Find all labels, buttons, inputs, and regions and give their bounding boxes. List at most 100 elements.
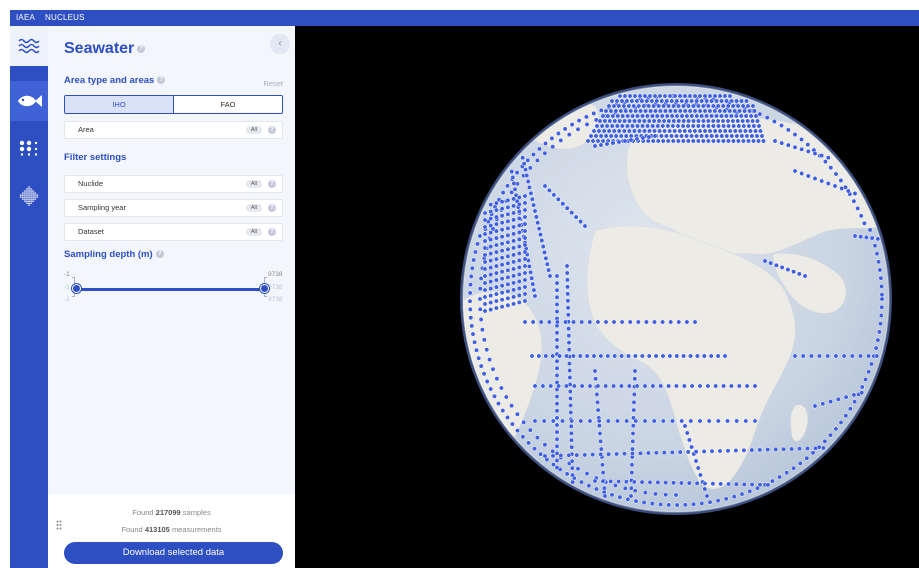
collapse-panel-button[interactable]: ‹ xyxy=(270,34,290,54)
sample-dot xyxy=(516,278,522,284)
sample-dot xyxy=(563,383,569,389)
sample-dot xyxy=(680,138,686,144)
sample-dot xyxy=(628,493,634,499)
sample-dot xyxy=(565,284,570,290)
area-type-fao[interactable]: FAO xyxy=(220,100,236,109)
sample-dot xyxy=(530,281,536,287)
sample-dot xyxy=(482,238,488,244)
sample-dot xyxy=(701,353,707,359)
globe-svg[interactable] xyxy=(295,26,919,568)
sample-dot xyxy=(666,103,672,109)
sample-dot xyxy=(751,123,757,129)
sample-dot xyxy=(618,383,624,389)
reset-link[interactable]: Reset xyxy=(263,79,283,88)
org-label[interactable]: IAEA xyxy=(16,13,36,22)
sample-dot xyxy=(629,123,635,129)
dots-grid-icon[interactable] xyxy=(10,128,48,168)
fish-icon[interactable] xyxy=(10,81,48,121)
help-icon[interactable]: ? xyxy=(268,126,276,134)
drag-handle-icon[interactable] xyxy=(56,520,62,530)
sample-dot xyxy=(863,377,869,382)
sample-dot xyxy=(841,353,847,359)
sample-dot xyxy=(710,118,716,124)
sample-dot xyxy=(660,353,666,359)
sample-dot xyxy=(694,480,700,486)
sample-dot xyxy=(715,418,721,424)
sample-dot xyxy=(627,93,633,99)
sample-dot xyxy=(482,259,488,265)
sample-dot xyxy=(721,123,727,129)
sample-dot xyxy=(667,353,673,359)
area-type-toggle: IHO FAO xyxy=(64,95,283,114)
sample-dot xyxy=(672,108,678,114)
sample-dot xyxy=(669,98,675,104)
help-icon[interactable]: ? xyxy=(268,228,276,236)
sample-dot xyxy=(745,103,751,109)
sample-dot xyxy=(657,128,663,134)
sample-dot xyxy=(481,371,487,377)
help-icon[interactable]: ? xyxy=(268,204,276,212)
sample-dot xyxy=(666,383,672,389)
sample-dot xyxy=(752,383,758,389)
sample-dot xyxy=(655,123,661,129)
help-icon[interactable]: ? xyxy=(155,250,164,259)
sample-dot xyxy=(481,337,487,343)
sample-dot xyxy=(487,357,493,363)
sample-dot xyxy=(765,482,771,488)
help-icon[interactable]: ? xyxy=(157,76,166,85)
measurements-count-text: Found 413105 measurements xyxy=(121,525,222,534)
sample-dot xyxy=(677,128,683,134)
sample-dot xyxy=(720,138,726,144)
sample-dot xyxy=(852,399,858,405)
globe-map[interactable] xyxy=(295,26,919,568)
area-select[interactable]: Area All ? xyxy=(64,121,283,139)
sample-dot xyxy=(622,118,628,124)
sample-dot xyxy=(825,181,831,186)
depth-max-handle[interactable] xyxy=(260,284,269,293)
sample-dot xyxy=(603,383,609,389)
sample-dot xyxy=(516,250,522,256)
sample-dots xyxy=(467,93,885,508)
sampling-year-select[interactable]: Sampling year All ? xyxy=(64,199,283,217)
sample-dot xyxy=(634,98,640,104)
sample-dot xyxy=(785,127,791,133)
sample-dot xyxy=(852,191,858,196)
sample-dot xyxy=(673,383,679,389)
sample-dot xyxy=(509,169,515,175)
sample-dot xyxy=(554,287,560,293)
sample-dot xyxy=(765,447,771,453)
sample-dot xyxy=(669,449,675,455)
sample-dot xyxy=(752,418,758,424)
sample-dot xyxy=(479,327,485,333)
checker-pattern-icon[interactable] xyxy=(10,176,48,216)
sample-dot xyxy=(499,241,505,247)
sample-dot xyxy=(563,319,568,325)
all-badge: All xyxy=(245,228,262,236)
sample-dot xyxy=(624,418,630,424)
app-label[interactable]: NUCLEUS xyxy=(45,13,85,22)
sample-dot xyxy=(652,128,657,134)
sample-dot xyxy=(488,244,494,250)
depth-slider-track[interactable] xyxy=(76,288,265,291)
sample-dot xyxy=(538,232,543,238)
download-button[interactable]: Download selected data xyxy=(64,542,283,564)
sample-dot xyxy=(662,93,668,99)
sample-dot xyxy=(641,118,647,124)
sample-dot xyxy=(861,220,867,226)
sample-dot xyxy=(661,118,667,124)
help-icon[interactable]: ? xyxy=(137,44,146,53)
area-type-iho[interactable]: IHO xyxy=(65,96,174,113)
sample-dot xyxy=(472,339,478,345)
sample-dot xyxy=(689,444,695,450)
sample-dot xyxy=(743,113,749,119)
sample-dot xyxy=(468,282,473,288)
waves-icon[interactable] xyxy=(10,26,48,66)
sample-dot xyxy=(628,133,634,139)
help-icon[interactable]: ? xyxy=(268,180,276,188)
depth-min-handle[interactable] xyxy=(72,284,81,293)
dataset-select[interactable]: Dataset All ? xyxy=(64,223,283,241)
sample-dot xyxy=(681,353,687,359)
sample-dot xyxy=(879,283,885,289)
nuclide-select[interactable]: Nuclide All ? xyxy=(64,175,283,193)
sample-dot xyxy=(554,401,560,407)
